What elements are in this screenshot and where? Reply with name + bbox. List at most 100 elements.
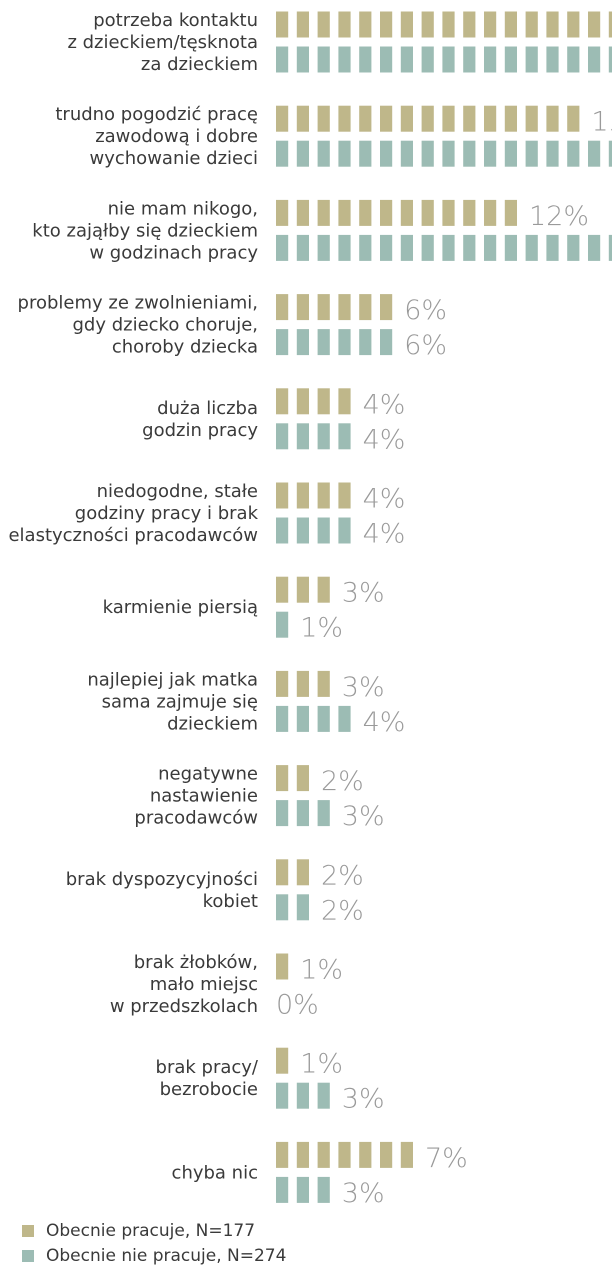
category-label: choroby dziecka	[112, 337, 258, 358]
category-label: pracodawców	[134, 808, 258, 829]
category-label: w godzinach pracy	[89, 242, 258, 263]
bar-segment	[608, 140, 612, 167]
bar-segment	[421, 105, 434, 132]
category-label: negatywne	[158, 764, 258, 785]
bar-segment	[276, 294, 289, 321]
value-label: 6%	[404, 295, 447, 326]
bar-segment	[359, 11, 372, 38]
bar-segment	[359, 199, 372, 226]
bar-segment	[338, 140, 351, 167]
bar-segment	[421, 234, 434, 261]
legend-label: Obecnie pracuje, N=177	[46, 1221, 255, 1241]
bar-segment	[317, 105, 330, 132]
bar-segment	[588, 140, 601, 167]
bar-segment	[400, 1141, 413, 1168]
bar-segment	[296, 199, 309, 226]
bar-segment	[608, 46, 612, 73]
bar-segment	[317, 1082, 330, 1109]
bar-segment	[296, 329, 309, 356]
category-label: karmienie piersią	[103, 597, 258, 618]
category-label: najlepiej jak matka	[87, 669, 258, 690]
value-label: 1%	[300, 955, 343, 986]
bar-segment	[338, 11, 351, 38]
bar-segment	[608, 11, 612, 38]
bar-segment	[338, 294, 351, 321]
value-label: 4%	[363, 424, 406, 455]
bar-segment	[276, 1047, 289, 1074]
bar-segment	[567, 234, 580, 261]
bar-segment	[546, 105, 559, 132]
category-label: zawodową i dobre	[95, 126, 258, 147]
bar-segment	[296, 105, 309, 132]
category-label: kto zająłby się dzieckiem	[32, 220, 258, 241]
category-label: trudno pogodzić pracę	[55, 104, 258, 125]
category-label: potrzeba kontaktu	[93, 10, 258, 31]
bar-segment	[588, 11, 601, 38]
bar-segment	[276, 140, 289, 167]
value-label: 1%	[300, 613, 343, 644]
bar-segment	[525, 234, 538, 261]
bar-segment	[567, 105, 580, 132]
value-label: 3%	[342, 1178, 385, 1209]
bar-segment	[317, 1176, 330, 1203]
bar-segment	[546, 46, 559, 73]
bar-segment	[400, 234, 413, 261]
bar-segment	[504, 234, 517, 261]
bar-segment	[296, 670, 309, 697]
value-label: 7%	[425, 1143, 468, 1174]
bar-segment	[317, 705, 330, 732]
bar-segment	[317, 388, 330, 415]
bar-segment	[296, 517, 309, 544]
bar-segment	[338, 388, 351, 415]
category-label: duża liczba	[157, 398, 258, 419]
bar-segment	[296, 576, 309, 603]
bar-segment	[276, 765, 289, 792]
bar-segment	[276, 482, 289, 509]
bar-segment	[296, 46, 309, 73]
bar-segment	[380, 46, 393, 73]
bar-segment	[484, 11, 497, 38]
bar-segment	[463, 234, 476, 261]
bar-segment	[317, 517, 330, 544]
category-label: godzin pracy	[142, 420, 258, 441]
category-label: nie mam nikogo,	[108, 198, 258, 219]
bar-segment	[504, 140, 517, 167]
bar-segment	[525, 11, 538, 38]
bar-segment	[504, 199, 517, 226]
bar-segment	[317, 294, 330, 321]
bar-segment	[276, 423, 289, 450]
bar-segment	[421, 199, 434, 226]
bar-segment	[525, 46, 538, 73]
value-label: 3%	[342, 801, 385, 832]
bar-segment	[317, 1141, 330, 1168]
category-label: sama zajmuje się	[102, 691, 258, 712]
value-label: 15%	[591, 107, 612, 138]
bar-segment	[276, 199, 289, 226]
bar-segment	[296, 294, 309, 321]
bar-segment	[296, 388, 309, 415]
bar-segment	[276, 105, 289, 132]
bar-segment	[296, 1082, 309, 1109]
bar-segment	[317, 576, 330, 603]
bar-segment	[338, 705, 351, 732]
bar-segment	[380, 140, 393, 167]
value-label: 2%	[321, 895, 364, 926]
category-label: z dzieckiem/tęsknota	[67, 32, 258, 53]
bar-segment	[567, 140, 580, 167]
category-label: chyba nic	[172, 1162, 258, 1183]
bar-segment	[359, 1141, 372, 1168]
bar-segment	[338, 1141, 351, 1168]
bar-segment	[484, 105, 497, 132]
bar-segment	[442, 199, 455, 226]
bar-segment	[296, 1141, 309, 1168]
bar-segment	[484, 234, 497, 261]
bar-segment	[296, 765, 309, 792]
bar-segment	[317, 670, 330, 697]
bar-segment	[442, 105, 455, 132]
value-label: 2%	[321, 766, 364, 797]
category-label: bezrobocie	[160, 1079, 258, 1100]
category-label: niedogodne, stałe	[97, 481, 258, 502]
bar-segment	[442, 11, 455, 38]
bar-segment	[421, 46, 434, 73]
bar-segment	[359, 140, 372, 167]
